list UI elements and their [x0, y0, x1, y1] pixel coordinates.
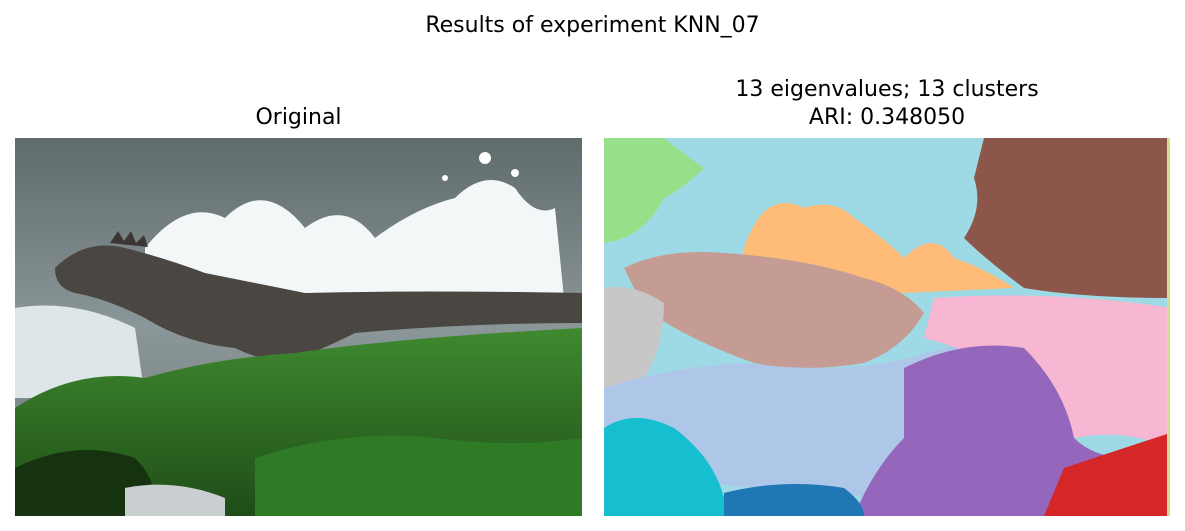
segmentation-panel-title-line2: ARI: 0.348050	[808, 105, 966, 130]
cluster-region-rose-brown	[624, 252, 924, 368]
segmentation-map	[604, 138, 1170, 516]
cluster-region-light-green	[604, 138, 704, 243]
original-image	[15, 138, 582, 516]
cluster-region-brown	[964, 138, 1170, 298]
cluster-region-blue	[724, 484, 864, 516]
cluster-region-pink	[924, 295, 1170, 448]
cluster-region-olive	[1167, 138, 1170, 516]
figure-suptitle: Results of experiment KNN_07	[425, 13, 760, 38]
segmentation-panel-title-line1: 13 eigenvalues; 13 clusters	[735, 77, 1039, 102]
cluster-region-gray	[604, 287, 664, 388]
cluster-region-red	[1044, 433, 1170, 516]
cluster-region-cyan	[604, 418, 724, 516]
original-panel-title: Original	[255, 105, 342, 130]
